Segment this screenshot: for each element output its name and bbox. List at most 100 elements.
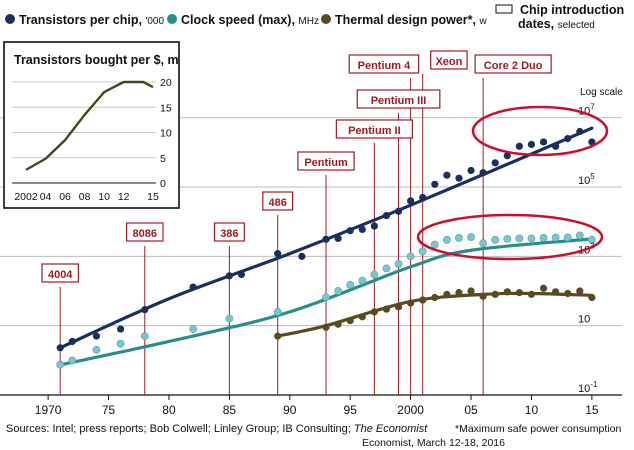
chip-label: 486: [269, 197, 287, 209]
data-point: [370, 270, 379, 279]
data-point: [273, 307, 282, 316]
inset-frame: [3, 41, 180, 209]
data-point: [334, 234, 342, 242]
chip-label-box: [262, 191, 294, 211]
x-tick-label: 10: [525, 403, 539, 417]
legend-transistors-unit: '000: [145, 16, 164, 27]
data-point: [117, 325, 125, 333]
data-point: [68, 337, 76, 346]
data-point: [467, 233, 475, 241]
x-tick-label: 15: [585, 403, 599, 417]
chip-label-box: [356, 89, 441, 109]
footer: Sources: Intel; press reports; Bob Colwe…: [6, 423, 621, 449]
data-point: [225, 272, 233, 280]
data-point: [491, 159, 499, 167]
inset-x-label: 10: [98, 191, 110, 203]
inset-tick-labels: 0 5 10 15 20 2002 04 06 08 10 12 15: [14, 77, 172, 203]
data-point: [358, 276, 367, 285]
data-point: [418, 247, 427, 256]
inset-x-label: 06: [59, 191, 71, 203]
data-point: [575, 231, 584, 240]
data-point: [443, 290, 451, 298]
chip-label-box: [213, 222, 245, 242]
data-point: [237, 270, 246, 279]
data-point: [527, 234, 536, 243]
data-point: [334, 287, 343, 295]
data-point: [358, 313, 366, 321]
data-point: [527, 290, 536, 298]
chip-label-box: [297, 151, 355, 171]
inset-y-label: 15: [160, 102, 172, 114]
data-point: [563, 233, 572, 242]
data-point: [382, 305, 391, 313]
data-point: [56, 360, 65, 369]
data-point: [564, 289, 572, 298]
data-point: [116, 339, 125, 348]
data-point: [491, 290, 499, 298]
data-point: [406, 252, 415, 261]
chip-legend-line1: Chip introduction: [520, 3, 624, 17]
chip-label-box: [335, 119, 413, 139]
inset-line: [25, 80, 154, 171]
data-point: [576, 287, 584, 295]
chip-label-box: [125, 222, 164, 242]
data-point: [539, 284, 548, 292]
chip-legend-box: [495, 4, 513, 14]
data-point: [503, 288, 511, 296]
sources-publication: The Economist: [354, 423, 428, 435]
data-point: [552, 142, 560, 150]
data-point: [92, 346, 101, 354]
chip-label-box: [430, 50, 468, 70]
data-points: [56, 127, 596, 369]
data-point: [141, 306, 149, 314]
data-point: [346, 227, 354, 235]
x-tick-label: 85: [223, 403, 237, 417]
x-tick-label: 75: [102, 403, 116, 417]
y-tick-label: 105: [578, 172, 595, 187]
chip-legend-selected: selected: [558, 20, 595, 31]
y-tick-label: 10: [578, 314, 590, 326]
svg-text:Thermal design power*, w: Thermal design power*, w: [335, 13, 488, 27]
y-scale-label: Log scale: [580, 87, 623, 98]
data-point: [394, 303, 403, 311]
trend-line: [58, 237, 594, 367]
data-point: [552, 288, 560, 296]
legend-transistors-marker: [5, 14, 15, 24]
data-point: [455, 289, 463, 297]
inset-y-label: 10: [160, 128, 172, 140]
data-point: [322, 323, 330, 331]
inset-x-label: 12: [118, 191, 130, 203]
data-point: [346, 281, 355, 289]
footnote: *Maximum safe power consumption: [455, 423, 621, 435]
data-point: [394, 260, 403, 268]
data-point: [515, 234, 524, 243]
legend: Transistors per chip, '000 Clock speed (…: [5, 3, 624, 31]
data-point: [443, 171, 451, 179]
data-point: [334, 320, 342, 328]
svg-text:Transistors per chip, '0: Transistors per chip, '000: [19, 13, 164, 27]
inset-x-label: 08: [79, 191, 91, 203]
data-point: [539, 138, 548, 146]
chip-label: 8086: [133, 228, 157, 240]
x-axis: 1970 75 80 85 90 95 2000 05 10 15: [35, 395, 599, 417]
data-point: [551, 233, 560, 242]
legend-clock-label: Clock speed (max),: [181, 13, 295, 27]
chip-label-box: [348, 54, 420, 74]
data-point: [539, 234, 548, 242]
data-point: [576, 127, 584, 136]
data-point: [419, 296, 427, 304]
data-point: [430, 240, 439, 249]
data-point: [56, 344, 64, 352]
chip-label: Pentium III: [371, 95, 427, 107]
data-point: [382, 264, 391, 273]
chip-label-box: [41, 263, 80, 283]
data-point: [358, 225, 366, 233]
data-point: [92, 332, 101, 340]
inset-x-label: 2002: [14, 191, 38, 203]
legend-clock-marker: [167, 14, 177, 24]
x-tick-label: 1970: [35, 403, 62, 417]
data-point: [515, 289, 523, 297]
legend-transistors-label: Transistors per chip,: [19, 13, 142, 27]
chip-label: 386: [220, 228, 238, 240]
